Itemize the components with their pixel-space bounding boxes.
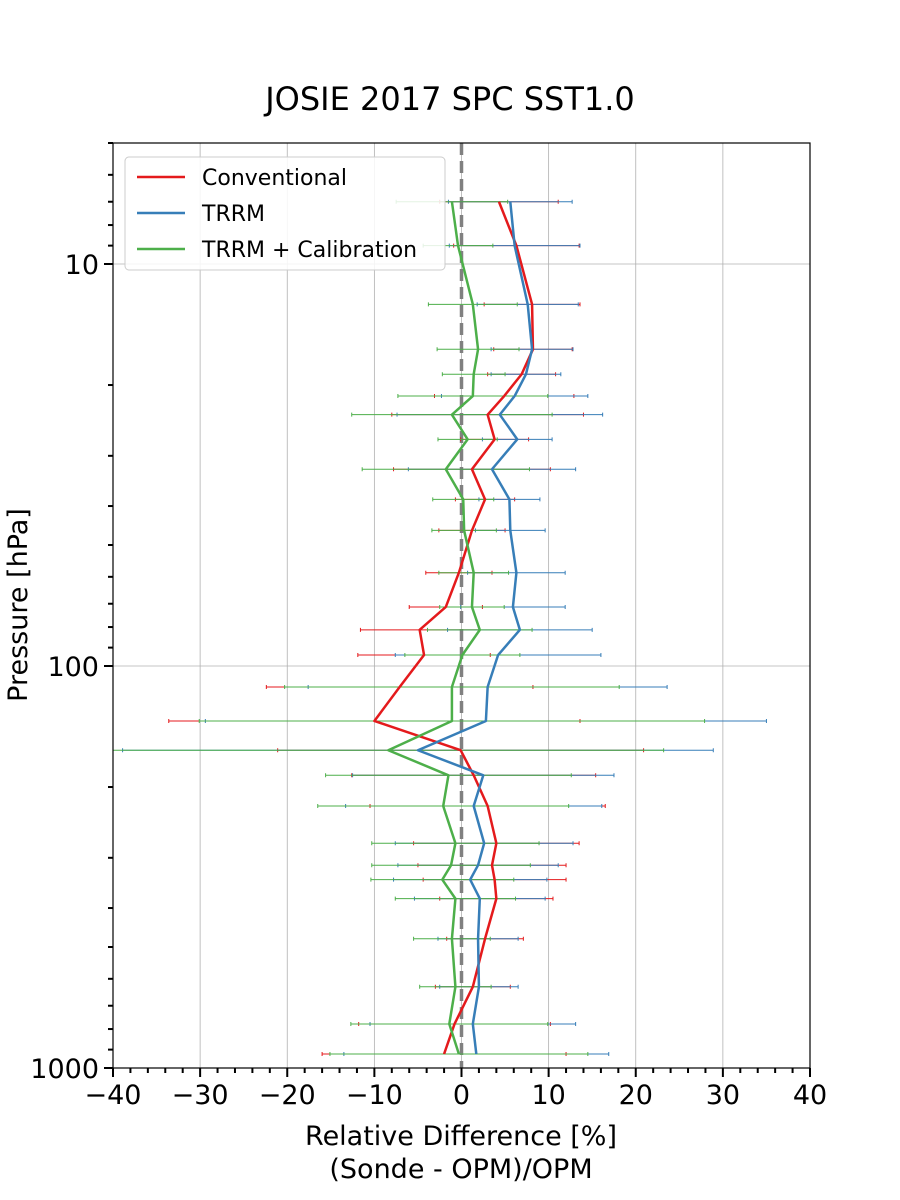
- series-line: [387, 201, 482, 1055]
- x-axis-label: (Sonde - OPM)/OPM: [329, 1154, 592, 1185]
- y-tick-label: 10: [65, 250, 99, 281]
- y-tick-label: 1000: [30, 1054, 99, 1085]
- legend-label: TRRM: [201, 202, 265, 227]
- legend-label: Conventional: [202, 166, 347, 191]
- x-tick-label: 20: [619, 1080, 653, 1111]
- x-tick-label: 10: [531, 1080, 565, 1111]
- y-axis-label: Pressure [hPa]: [3, 508, 34, 702]
- x-tick-label: −10: [346, 1080, 403, 1111]
- x-tick-label: −30: [172, 1080, 229, 1111]
- x-tick-label: −40: [85, 1080, 142, 1111]
- y-tick-label: 100: [47, 652, 99, 683]
- chart-title: JOSIE 2017 SPC SST1.0: [263, 80, 635, 118]
- legend-box: [124, 156, 446, 271]
- x-axis-label: Relative Difference [%]: [305, 1121, 617, 1152]
- x-tick-label: 0: [453, 1080, 470, 1111]
- x-tick-label: 40: [793, 1080, 827, 1111]
- legend-label: TRRM + Calibration: [201, 238, 417, 263]
- series-line: [373, 201, 535, 1055]
- x-tick-label: −20: [259, 1080, 316, 1111]
- series-line: [416, 201, 534, 1055]
- x-tick-label: 30: [706, 1080, 740, 1111]
